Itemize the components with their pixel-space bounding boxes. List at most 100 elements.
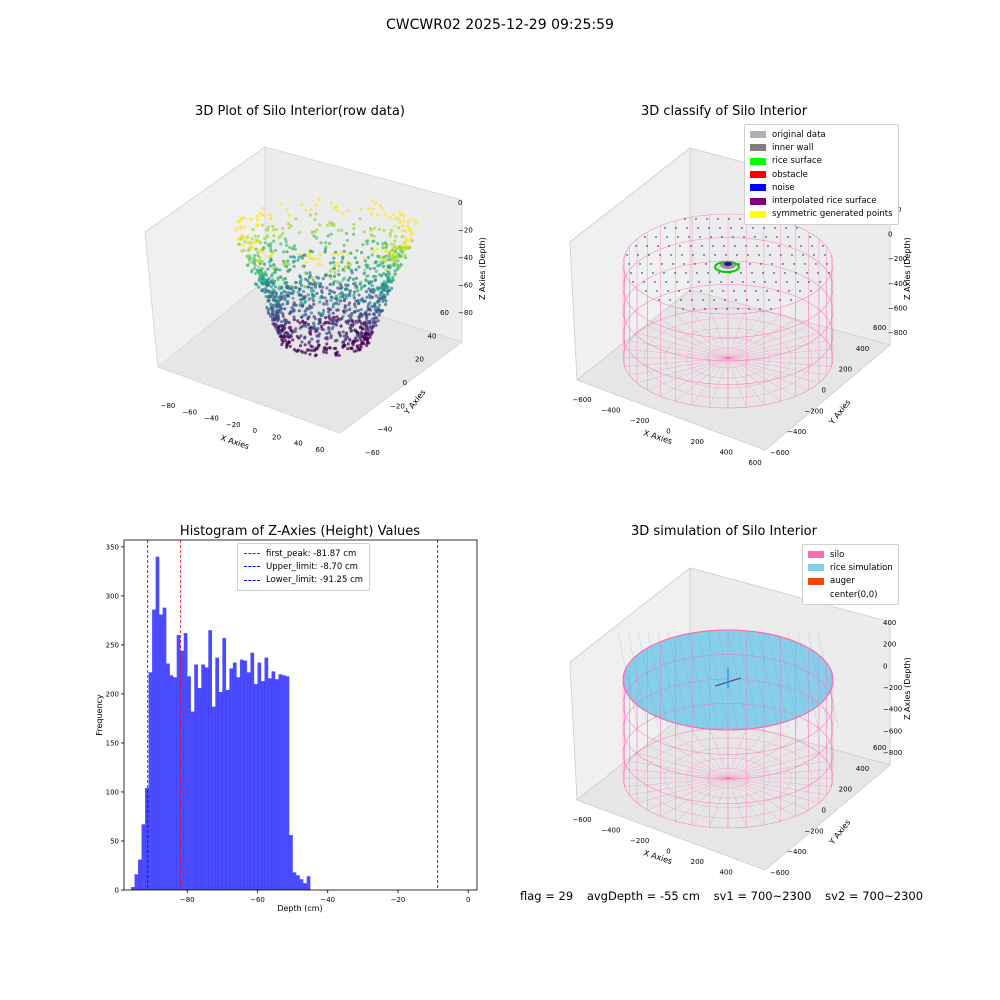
histogram-bar (141, 824, 146, 890)
histogram-bar (296, 875, 300, 890)
raw-y-label: Y Axies (402, 388, 428, 417)
simulation-legend: silo rice simulation auger center(0,0) (802, 544, 899, 606)
figure-title: CWCWR02 2025-12-29 09:25:59 (386, 17, 614, 33)
classify-y-tick: −600 (770, 449, 789, 457)
simulation-x-tick: −400 (601, 827, 620, 835)
histogram-y-label: Frequency (95, 694, 104, 736)
histogram-bar (303, 883, 307, 890)
classify-z-label: Z Axies (Depth) (903, 237, 912, 300)
histogram-legend-item: Lower_limit: -91.25 cm (244, 574, 363, 587)
simulation-legend-item: rice simulation (808, 561, 893, 574)
histogram-bar (260, 681, 265, 890)
histogram-bar (289, 835, 293, 890)
raw-z-tick: −60 (458, 282, 473, 290)
flag-value: flag = 29 (520, 889, 574, 903)
histogram-bar (218, 691, 223, 890)
histogram-bar (194, 664, 198, 890)
classify-x-tick: −400 (601, 407, 620, 415)
raw-z-tick: −40 (458, 254, 473, 262)
simulation-legend-item: silo (808, 548, 893, 561)
histogram-bar (278, 674, 283, 890)
histogram-bar (239, 659, 244, 890)
status-footer: flag = 29 avgDepth = -55 cm sv1 = 700~23… (520, 889, 933, 903)
classify-z-tick: −600 (888, 304, 907, 312)
histogram-y-tick: 0 (115, 887, 119, 895)
classify-legend-item: interpolated rice surface (750, 194, 893, 207)
histogram-bar (183, 633, 188, 890)
histogram-y-tick: 50 (110, 837, 119, 845)
histogram-legend-item: first_peak: -81.87 cm (244, 547, 363, 560)
histogram-bar (148, 672, 153, 890)
histogram-x-tick: −80 (180, 896, 195, 904)
raw-y-tick: 40 (428, 332, 437, 340)
histogram-bar (215, 657, 220, 890)
raw-y-tick: 20 (415, 356, 424, 364)
simulation-z-tick: −200 (883, 684, 902, 692)
simulation-z-tick: −400 (883, 706, 902, 714)
histogram-bar (232, 662, 237, 890)
simulation-y-label: Y Axies (827, 818, 853, 847)
histogram-bar (257, 662, 262, 890)
histogram-bar (138, 859, 142, 890)
histogram-legend: first_peak: -81.87 cm Upper_limit: -8.70 … (237, 543, 371, 591)
histogram-bar (306, 876, 311, 890)
classify-legend: original data inner wall rice surface obsta… (744, 124, 899, 226)
classify-z-tick: −400 (888, 280, 907, 288)
histogram-x-tick: 0 (466, 896, 470, 904)
classify-y-label: Y Axies (827, 398, 853, 427)
histogram-chart: −80 −60 −40 −20 0 0 50 100 150 200 250 300 350 Depth… (95, 539, 478, 913)
classify-silo-wireframe (622, 213, 834, 409)
histogram-bar (211, 706, 216, 890)
raw-point-cloud (234, 197, 418, 358)
histogram-y-tick: 150 (106, 739, 119, 747)
histogram-bar (169, 675, 174, 890)
histogram-bar (152, 609, 156, 890)
raw-z-tick: −20 (458, 227, 473, 235)
simulation-z-tick: −600 (883, 727, 902, 735)
histogram-bar (166, 663, 170, 890)
raw-x-tick: −40 (204, 415, 219, 423)
simulation-legend-item: center(0,0) (830, 589, 878, 600)
histogram-bar (180, 650, 184, 890)
simulation-3d-plot: −600 −400 −200 0 200 400 600 −600 −400 −200 0 200 40… (569, 567, 912, 880)
raw-x-tick: 20 (272, 433, 281, 441)
histogram-y-tick: 300 (106, 592, 119, 600)
histogram-bar (299, 879, 304, 890)
simulation-x-tick: 0 (666, 848, 670, 856)
simulation-y-tick: 200 (839, 786, 852, 794)
histogram-bar (155, 556, 160, 890)
histogram-bar (131, 887, 135, 890)
simulation-z-tick: −800 (883, 749, 902, 757)
simulation-x-tick: 600 (748, 879, 761, 880)
simulation-z-tick: 400 (883, 619, 896, 627)
simulation-y-tick: 0 (822, 807, 826, 815)
simulation-x-tick: 200 (691, 858, 704, 866)
histogram-bar (250, 652, 255, 890)
raw-x-tick: −80 (161, 402, 176, 410)
histogram-y-tick: 350 (106, 543, 119, 551)
histogram-bar (225, 690, 230, 890)
histogram-x-tick: −20 (391, 896, 406, 904)
simulation-x-tick: −200 (630, 837, 649, 845)
histogram-bar (197, 688, 202, 890)
classify-legend-item: obstacle (750, 168, 893, 181)
simulation-y-tick: −400 (787, 848, 806, 856)
raw-x-tick: 40 (294, 440, 303, 448)
classify-y-tick: 0 (822, 387, 826, 395)
histogram-bar (204, 667, 209, 890)
classify-y-tick: 600 (873, 324, 886, 332)
simulation-x-tick: −600 (572, 816, 591, 824)
histogram-bar (134, 874, 139, 890)
histogram-bar (243, 660, 248, 890)
histogram-x-label: Depth (cm) (277, 904, 322, 913)
histogram-frame (123, 539, 478, 891)
histogram-bar (229, 668, 234, 890)
simulation-z-label: Z Axies (Depth) (903, 657, 912, 720)
raw-x-tick: −60 (182, 408, 197, 416)
raw-z-tick: −80 (458, 309, 473, 317)
histogram-bar (264, 657, 269, 890)
histogram-title: Histogram of Z-Axies (Height) Values (179, 524, 421, 539)
classify-x-tick: 200 (691, 438, 704, 446)
raw-plot-title: 3D Plot of Silo Interior(row data) (195, 104, 405, 119)
histogram-bar (145, 788, 149, 890)
